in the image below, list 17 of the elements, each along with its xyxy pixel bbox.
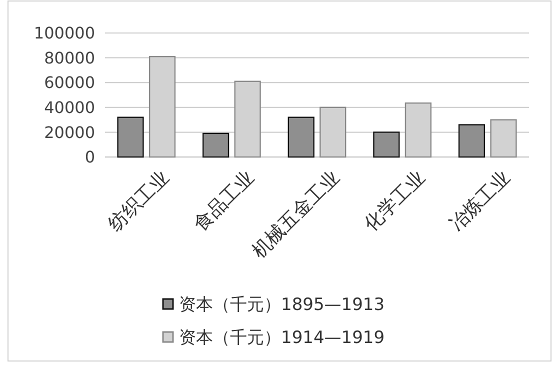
bar bbox=[202, 132, 230, 158]
y-tick-label: 60000 bbox=[44, 73, 95, 92]
legend-label: 资本（千元）1895—1913 bbox=[179, 294, 385, 315]
bar bbox=[373, 132, 400, 158]
y-tick-label: 100000 bbox=[34, 24, 95, 43]
bar bbox=[117, 116, 144, 158]
y-tick-label: 0 bbox=[84, 148, 95, 167]
y-tick-label: 20000 bbox=[44, 122, 95, 142]
y-tick-label: 40000 bbox=[44, 98, 95, 117]
y-tick-label: 80000 bbox=[44, 48, 95, 68]
x-tick-label: 化学工业 bbox=[360, 166, 430, 236]
x-tick-label: 食品工业 bbox=[189, 166, 259, 236]
legend-label: 资本（千元）1914—1919 bbox=[179, 328, 385, 348]
x-tick-label: 纺织工业 bbox=[104, 166, 174, 236]
x-tick-label: 冶炼工业 bbox=[445, 166, 515, 236]
bar bbox=[288, 116, 314, 158]
bar bbox=[458, 124, 486, 158]
